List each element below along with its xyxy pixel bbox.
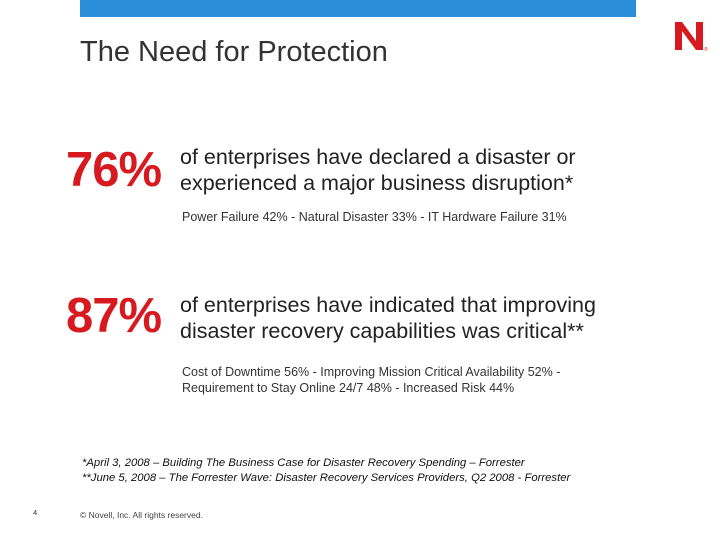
stat-87-detail-line-1: Cost of Downtime 56% - Improving Mission… xyxy=(182,365,561,379)
stat-76-description: of enterprises have declared a disaster … xyxy=(180,144,576,196)
stat-76-line-2: experienced a major business disruption* xyxy=(180,171,574,195)
page-number: 4 xyxy=(33,508,38,517)
top-accent-bar xyxy=(80,0,636,17)
logo-letter: N xyxy=(673,19,674,20)
stat-87-detail-line-2: Requirement to Stay Online 24/7 48% - In… xyxy=(182,381,515,395)
page-title: The Need for Protection xyxy=(80,36,388,68)
stat-76-number: 76% xyxy=(66,143,162,197)
footnote-1: *April 3, 2008 – Building The Business C… xyxy=(82,457,525,469)
copyright-notice: © Novell, Inc. All rights reserved. xyxy=(80,510,203,520)
stat-87-description: of enterprises have indicated that impro… xyxy=(180,292,596,344)
stat-76-line-1: of enterprises have declared a disaster … xyxy=(180,145,576,169)
footnotes: *April 3, 2008 – Building The Business C… xyxy=(82,456,570,486)
novell-logo: ® N xyxy=(673,19,708,53)
stat-87-line-1: of enterprises have indicated that impro… xyxy=(180,293,596,317)
registered-mark: ® xyxy=(704,46,708,53)
stat-76-detail: Power Failure 42% - Natural Disaster 33%… xyxy=(182,209,567,225)
stat-76-detail-line-1: Power Failure 42% - Natural Disaster 33%… xyxy=(182,210,567,224)
stat-87-detail: Cost of Downtime 56% - Improving Mission… xyxy=(182,364,560,396)
stat-87-line-2: disaster recovery capabilities was criti… xyxy=(180,319,584,343)
footnote-2: **June 5, 2008 – The Forrester Wave: Dis… xyxy=(82,472,571,484)
stat-87-number: 87% xyxy=(66,289,162,343)
